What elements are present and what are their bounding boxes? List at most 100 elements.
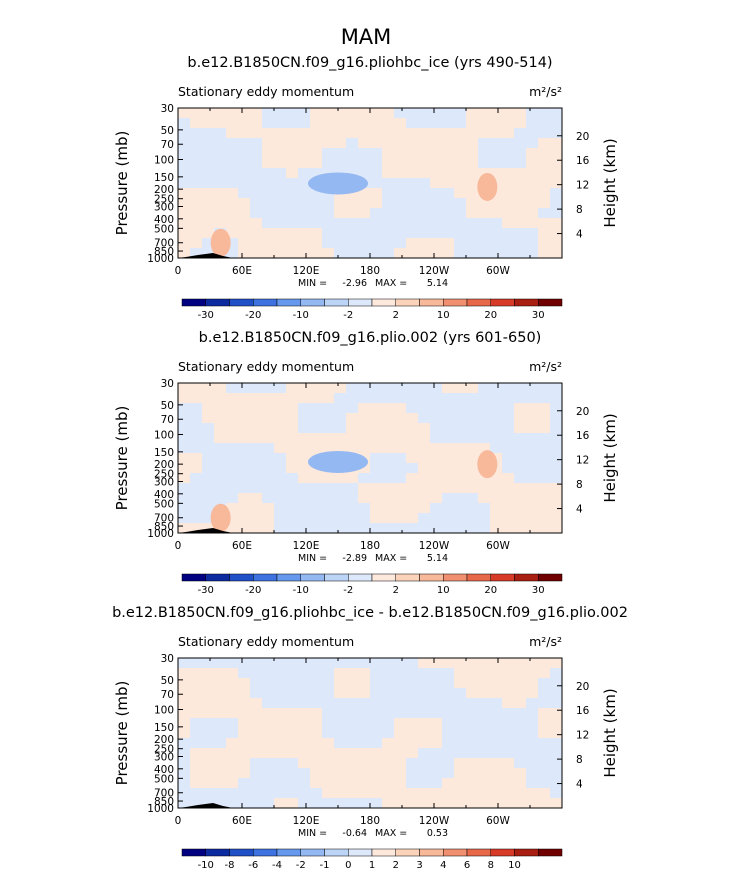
- shade-cell: [490, 383, 502, 393]
- shade-cell: [466, 393, 478, 403]
- shade-cell: [358, 658, 370, 668]
- shade-cell: [442, 503, 454, 513]
- shade-cell: [442, 718, 454, 728]
- colorbar-label: -30: [198, 310, 214, 321]
- x-tick-label: 0: [175, 265, 182, 277]
- shade-cell: [466, 218, 478, 228]
- shade-cell: [250, 473, 262, 483]
- shade-cell: [382, 218, 394, 228]
- colorbar-label: -4: [272, 860, 282, 871]
- shade-cell: [430, 423, 442, 433]
- shade-cell: [322, 688, 334, 698]
- shade-cell: [214, 453, 226, 463]
- shade-cell: [526, 748, 538, 758]
- feature-blob: [477, 172, 498, 201]
- colorbar-box: [300, 848, 325, 857]
- y-tick-label: 100: [154, 705, 174, 717]
- shade-cell: [454, 718, 466, 728]
- shade-cell: [502, 383, 514, 393]
- shade-cell: [298, 798, 310, 808]
- shade-cell: [502, 228, 514, 238]
- shade-cell: [310, 403, 322, 413]
- shade-cell: [394, 708, 406, 718]
- colorbar-box: [490, 573, 515, 582]
- shade-cell: [322, 728, 334, 738]
- colorbar-label: 30: [532, 310, 545, 321]
- max-label: MAX =: [375, 278, 407, 289]
- shade-cell: [262, 118, 274, 128]
- shade-cell: [526, 738, 538, 748]
- shade-cell: [274, 658, 286, 668]
- shade-cell: [346, 393, 358, 403]
- shade-cell: [490, 148, 502, 158]
- shade-cell: [346, 218, 358, 228]
- shade-cell: [214, 728, 226, 738]
- shade-cell: [334, 698, 346, 708]
- shade-cell: [526, 228, 538, 238]
- shade-cell: [298, 218, 310, 228]
- shade-cell: [178, 768, 190, 778]
- shade-cell: [358, 238, 370, 248]
- shade-cell: [430, 758, 442, 768]
- shade-cell: [382, 523, 394, 533]
- shade-cell: [262, 658, 274, 668]
- shade-cell: [514, 443, 526, 453]
- shade-cell: [370, 718, 382, 728]
- colorbar-label: -30: [198, 585, 214, 596]
- shade-cell: [262, 688, 274, 698]
- shade-cell: [358, 158, 370, 168]
- shade-cell: [178, 178, 190, 188]
- shade-cell: [286, 108, 298, 118]
- shade-cell: [502, 738, 514, 748]
- shade-cell: [250, 668, 262, 678]
- shade-cell: [502, 393, 514, 403]
- y-tick-label: 70: [161, 689, 174, 701]
- shade-cell: [538, 118, 550, 128]
- shade-cell: [442, 118, 454, 128]
- shade-cell: [430, 698, 442, 708]
- shade-cell: [406, 198, 418, 208]
- shade-cell: [358, 393, 370, 403]
- shade-cell: [346, 168, 358, 178]
- colorbar-box: [443, 848, 468, 857]
- shade-cell: [190, 138, 202, 148]
- shade-cell: [430, 433, 442, 443]
- y-tick-label: 30: [161, 653, 174, 665]
- shade-cell: [346, 523, 358, 533]
- shade-cell: [550, 118, 562, 128]
- shade-cell: [382, 728, 394, 738]
- shade-cell: [454, 218, 466, 228]
- shade-cell: [370, 698, 382, 708]
- shade-cell: [538, 738, 550, 748]
- shade-cell: [322, 198, 334, 208]
- y-right-tick-label: 20: [576, 406, 589, 418]
- colorbar-box: [419, 298, 444, 307]
- shade-cell: [538, 698, 550, 708]
- shade-cell: [334, 218, 346, 228]
- colorbar-box: [348, 298, 373, 307]
- shade-cell: [214, 463, 226, 473]
- colorbar-box: [538, 298, 563, 307]
- shade-cell: [274, 218, 286, 228]
- shade-cell: [238, 483, 250, 493]
- shade-cell: [430, 503, 442, 513]
- shade-cell: [322, 678, 334, 688]
- shade-cell: [406, 658, 418, 668]
- shade-cell: [334, 513, 346, 523]
- colorbar-box: [181, 298, 206, 307]
- y-tick-label: 200: [154, 734, 174, 746]
- shade-cell: [514, 453, 526, 463]
- shade-cell: [430, 403, 442, 413]
- shade-cell: [406, 778, 418, 788]
- shade-cell: [418, 778, 430, 788]
- shade-cell: [238, 788, 250, 798]
- colorbar-box: [300, 573, 325, 582]
- shade-cell: [406, 178, 418, 188]
- shade-cell: [262, 198, 274, 208]
- shade-cell: [226, 383, 238, 393]
- colorbar-box: [229, 848, 254, 857]
- y-tick-label: 850: [154, 246, 174, 258]
- shade-cell: [526, 393, 538, 403]
- x-tick-label: 60E: [232, 815, 252, 827]
- shade-cell: [358, 728, 370, 738]
